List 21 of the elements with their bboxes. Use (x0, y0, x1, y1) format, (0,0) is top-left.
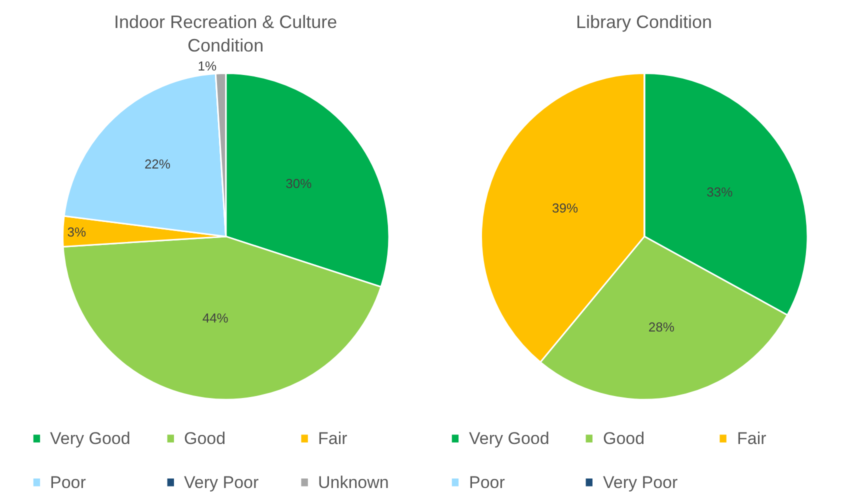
legend-label: Fair (737, 429, 767, 448)
chart-title: Library Condition (576, 12, 712, 32)
data-label: 1% (198, 58, 218, 74)
legend-label: Very Poor (184, 473, 259, 492)
legend-label: Poor (50, 473, 86, 492)
data-label: 39% (552, 200, 579, 216)
legend-label: Poor (469, 473, 506, 492)
data-label: 28% (648, 319, 675, 334)
data-label: 3% (67, 224, 86, 240)
legend-label: Fair (318, 429, 348, 448)
data-label: 30% (286, 176, 312, 191)
legend-label: Very Good (469, 429, 550, 448)
legend-label: Good (603, 429, 645, 448)
legend-label: Very Good (50, 429, 130, 448)
data-label: 22% (144, 156, 171, 172)
legend-label: Good (184, 429, 226, 448)
chart-title: Indoor Recreation & Culture Condition (114, 12, 338, 56)
legend-label: Very Poor (603, 473, 678, 492)
data-label: 44% (202, 310, 229, 326)
data-label: 33% (706, 184, 734, 200)
legend-label: Unknown (318, 473, 389, 492)
